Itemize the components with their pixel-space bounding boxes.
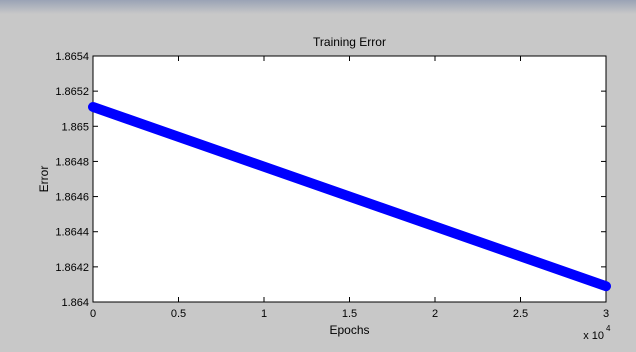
y-tick-label: 1.8652	[55, 86, 89, 98]
y-tick-label: 1.8646	[55, 192, 89, 204]
plot-area	[92, 55, 607, 303]
series-line	[88, 101, 611, 292]
y-tick-label: 1.864	[61, 297, 89, 309]
x-tick-label: 2.5	[513, 308, 528, 320]
y-tick-label: 1.8644	[55, 227, 89, 239]
y-tick-label: 1.8648	[55, 156, 89, 168]
x-tick-label: 1.5	[342, 308, 357, 320]
y-tick-label: 1.865	[61, 121, 89, 133]
y-tick-label: 1.8654	[55, 51, 89, 63]
y-tick-label: 1.8642	[55, 262, 89, 274]
x-tick-label: 1	[261, 308, 267, 320]
x-tick-label: 3	[603, 308, 609, 320]
x-tick-label: 0.5	[171, 308, 186, 320]
x-tick-label: 2	[432, 308, 438, 320]
x-multiplier-label: x 10	[583, 330, 604, 342]
y-axis-label: Error	[37, 166, 51, 193]
x-axis-label: Epochs	[329, 323, 369, 337]
chart-title: Training Error	[313, 35, 386, 49]
x-tick-label: 0	[90, 308, 96, 320]
x-multiplier-exponent: 4	[606, 324, 611, 333]
